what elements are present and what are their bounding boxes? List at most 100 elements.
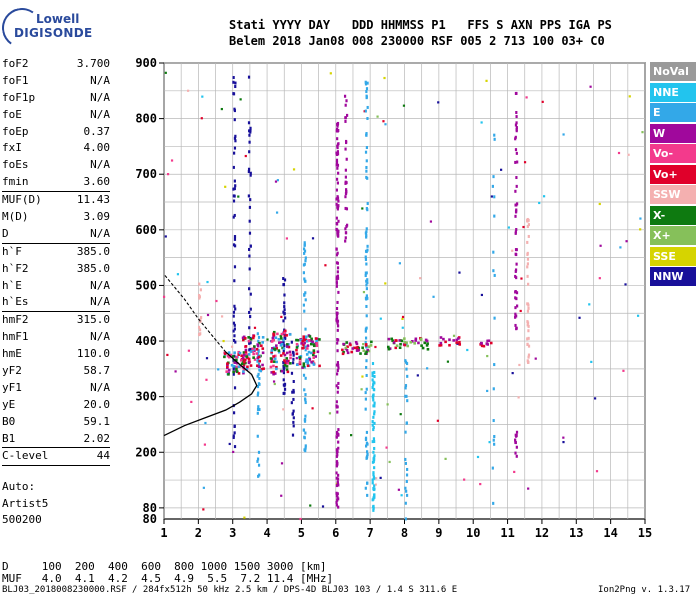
- echo-point: [515, 184, 518, 188]
- echo-point: [421, 346, 425, 350]
- echo-point: [514, 440, 517, 444]
- echo-point: [235, 355, 238, 359]
- echo-point: [306, 347, 309, 350]
- echo-point: [292, 424, 295, 428]
- echo-point: [335, 281, 338, 285]
- echo-point: [514, 312, 517, 316]
- echo-point: [337, 171, 340, 175]
- echo-point: [442, 337, 445, 341]
- echo-point: [336, 231, 339, 235]
- echo-point: [205, 357, 209, 360]
- echo-point: [526, 323, 529, 327]
- echo-point: [372, 426, 375, 430]
- echo-point: [365, 146, 369, 150]
- echo-point: [234, 307, 237, 311]
- echo-point: [257, 339, 260, 343]
- echo-point: [291, 433, 295, 437]
- echo-point: [199, 288, 202, 292]
- echo-point: [384, 282, 387, 285]
- echo-point: [232, 187, 235, 191]
- echo-point: [426, 342, 429, 345]
- echo-point: [457, 337, 460, 340]
- echo-point: [362, 343, 365, 346]
- echo-point: [228, 442, 231, 446]
- echo-point: [515, 262, 518, 266]
- echo-point: [588, 303, 591, 306]
- echo-point: [246, 365, 249, 369]
- echo-point: [364, 296, 368, 300]
- echo-point: [311, 353, 315, 357]
- echo-point: [365, 95, 368, 99]
- echo-point: [335, 503, 338, 507]
- echo-point: [365, 326, 368, 330]
- echo-point: [253, 358, 257, 361]
- param-value: 4.00: [83, 141, 111, 155]
- echo-point: [404, 457, 407, 461]
- echo-point: [337, 290, 340, 294]
- echo-point: [337, 366, 340, 370]
- echo-point: [335, 448, 338, 452]
- echo-point: [625, 240, 628, 243]
- echo-point: [252, 356, 255, 359]
- echo-point: [275, 344, 278, 347]
- echo-point: [344, 139, 348, 143]
- echo-point: [374, 345, 377, 349]
- echo-point: [272, 364, 275, 368]
- echo-point: [399, 413, 402, 416]
- echo-point: [242, 370, 245, 373]
- echo-point: [366, 452, 369, 456]
- echo-point: [345, 341, 349, 344]
- echo-point: [562, 436, 565, 439]
- echo-point: [242, 363, 246, 367]
- echo-point: [513, 470, 516, 474]
- echo-point: [249, 198, 252, 202]
- echo-point: [405, 480, 408, 484]
- echo-point: [344, 119, 347, 123]
- echo-point: [410, 340, 414, 343]
- echo-point: [300, 342, 303, 345]
- echo-point: [292, 416, 295, 420]
- echo-point: [336, 410, 339, 414]
- echo-point: [403, 340, 407, 344]
- param-row: yF1 N/A: [2, 380, 110, 397]
- echo-point: [273, 360, 276, 363]
- echo-point: [292, 409, 295, 413]
- echo-point: [525, 96, 528, 99]
- echo-point: [233, 361, 237, 364]
- echo-point: [372, 471, 375, 475]
- echo-point: [367, 349, 371, 353]
- echo-point: [249, 128, 252, 132]
- echo-point: [372, 506, 375, 510]
- echo-point: [310, 337, 313, 341]
- param-name: B1: [2, 431, 16, 445]
- echo-point: [452, 334, 456, 337]
- param-name: h`E: [2, 278, 22, 292]
- echo-point: [260, 344, 263, 348]
- echo-point: [232, 321, 236, 325]
- echo-point: [345, 99, 348, 103]
- echo-point: [246, 356, 249, 360]
- echo-point: [387, 347, 391, 351]
- echo-point: [321, 505, 325, 508]
- param-value: N/A: [90, 278, 110, 292]
- x-tick-label: 15: [638, 526, 652, 540]
- echo-point: [233, 213, 236, 217]
- legend-item: NNE: [650, 82, 696, 102]
- echo-point: [336, 266, 340, 270]
- echo-point: [439, 341, 443, 345]
- echo-point: [233, 304, 236, 308]
- echo-point: [335, 384, 338, 388]
- echo-point: [303, 249, 307, 253]
- echo-point: [310, 360, 313, 364]
- echo-point: [282, 364, 285, 368]
- echo-point: [304, 401, 307, 405]
- echo-point: [261, 336, 265, 339]
- echo-point: [366, 450, 369, 454]
- echo-point: [303, 417, 307, 421]
- echo-point: [232, 372, 235, 376]
- echo-point: [417, 341, 420, 345]
- echo-point: [400, 494, 403, 497]
- echo-point: [233, 327, 236, 331]
- echo-point: [372, 460, 375, 464]
- echo-point: [444, 457, 447, 460]
